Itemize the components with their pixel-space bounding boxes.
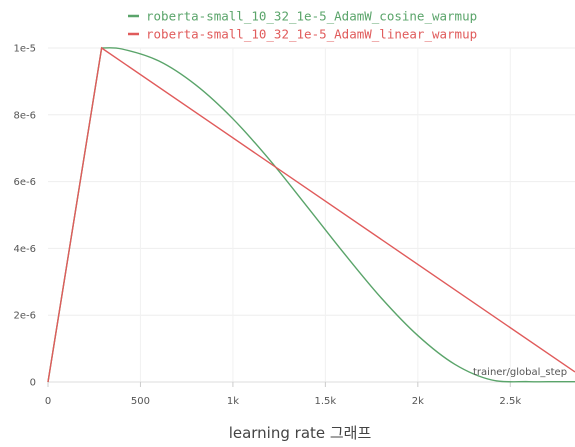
series-lines <box>47 46 575 383</box>
y-tick-label: 8e-6 <box>14 110 37 121</box>
chart: roberta-small_10_32_1e-5_AdamW_cosine_wa… <box>14 9 575 407</box>
grid <box>48 47 575 383</box>
x-tick-label: 2k <box>412 396 424 407</box>
x-tick-label: 500 <box>131 396 150 407</box>
y-axis-ticks: 0 2e-6 4e-6 6e-6 8e-6 1e-5 <box>14 44 37 389</box>
figure-caption: learning rate 그래프 <box>228 424 372 442</box>
legend-label: roberta-small_10_32_1e-5_AdamW_linear_wa… <box>146 27 477 42</box>
y-tick-label: 1e-5 <box>14 44 37 55</box>
x-tick-label: 0 <box>45 396 51 407</box>
linear-warmup-line <box>47 46 575 383</box>
y-tick-label: 4e-6 <box>14 244 37 255</box>
y-tick-label: 2e-6 <box>14 311 37 322</box>
legend-label: roberta-small_10_32_1e-5_AdamW_cosine_wa… <box>146 9 477 24</box>
x-tick-label: 1k <box>227 396 239 407</box>
legend: roberta-small_10_32_1e-5_AdamW_cosine_wa… <box>128 9 477 42</box>
x-axis-ticks: 0 500 1k 1.5k 2k 2.5k <box>45 382 521 407</box>
y-tick-label: 6e-6 <box>14 177 37 188</box>
cosine-warmup-line <box>47 47 575 383</box>
y-tick-label: 0 <box>30 378 36 389</box>
x-axis-label: trainer/global_step <box>473 367 567 378</box>
x-tick-label: 2.5k <box>499 396 521 407</box>
x-tick-label: 1.5k <box>315 396 337 407</box>
